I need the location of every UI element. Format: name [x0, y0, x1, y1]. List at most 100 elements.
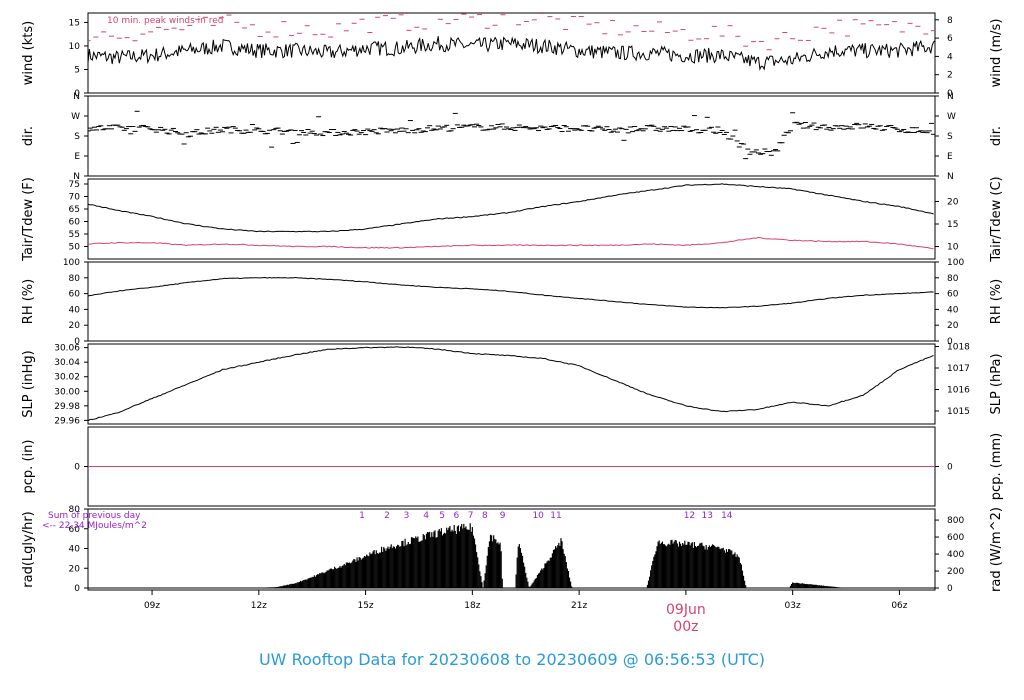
- right-tick-label: S: [947, 132, 953, 142]
- right-tick-label: 4: [947, 52, 953, 62]
- panel-frame: [87, 178, 936, 260]
- left-tick-label: 0: [74, 463, 80, 473]
- event-label: 5: [439, 511, 445, 521]
- event-label: 10: [532, 511, 544, 521]
- left-tick-label: 0: [74, 337, 80, 347]
- left-tick-label: E: [74, 152, 80, 162]
- x-tick-label: 15z: [357, 601, 373, 611]
- panel-3: 50 55 60 65 70 75 10 15 20 Tair/Tdew (F) Tair/Tdew…: [21, 176, 1004, 262]
- panel-1: 0 5 10 15 0 2 4 6 8 wind (kts) wind (m/s) 10 min. p…: [21, 12, 1004, 99]
- event-label: 2: [384, 511, 390, 521]
- event-label: 8: [482, 511, 488, 521]
- right-tick-label: 6: [947, 34, 953, 44]
- wind-annotation: 10 min. peak winds in red: [107, 16, 224, 26]
- left-tick-label: 5: [74, 65, 80, 75]
- right-tick-label: 0: [947, 89, 953, 99]
- right-tick-label: 2: [947, 71, 953, 81]
- left-tick-label: 29.96: [54, 416, 80, 426]
- left-tick-label: 40: [69, 305, 81, 315]
- right-tick-label: 1016: [947, 385, 970, 395]
- right-tick-label: N: [947, 172, 954, 182]
- panel-plot-area: [88, 523, 935, 589]
- left-tick-label: 70: [69, 193, 81, 203]
- right-tick-label: 0: [947, 463, 953, 473]
- y-axis-label-right: pcp. (mm): [989, 433, 1004, 500]
- y-axis-label-right: Tair/Tdew (C): [989, 176, 1004, 262]
- left-tick-label: W: [71, 112, 80, 122]
- panel-plot-area: [88, 183, 934, 250]
- radiation-note-1: Sum of previous day: [48, 511, 141, 521]
- event-label: 9: [500, 511, 506, 521]
- right-tick-label: 1015: [947, 407, 970, 417]
- panel-plot-area: [88, 276, 934, 309]
- event-label: 13: [702, 511, 713, 521]
- right-tick-label: E: [947, 152, 953, 162]
- left-tick-label: 65: [69, 205, 80, 215]
- left-tick-label: 80: [69, 505, 81, 515]
- y-axis-label: RH (%): [21, 279, 36, 324]
- right-tick-label: 800: [947, 516, 964, 526]
- radiation-note-2: <-- 22.34 MJoules/m^2: [42, 521, 147, 531]
- x-tick-label: 12z: [251, 601, 267, 611]
- y-axis-label: Tair/Tdew (F): [21, 177, 36, 262]
- left-tick-label: 100: [63, 258, 80, 268]
- series-1: [88, 276, 934, 309]
- day-marker-date: 09Jun: [666, 602, 706, 618]
- event-label: 1: [359, 511, 365, 521]
- right-tick-label: 200: [947, 567, 964, 577]
- left-tick-label: 10: [69, 42, 81, 52]
- y-axis-label: rad(Lgly/hr): [21, 511, 36, 587]
- event-label: 12: [684, 511, 695, 521]
- left-tick-label: 30.02: [54, 373, 80, 383]
- right-tick-label: 80: [947, 274, 959, 284]
- event-label: 6: [453, 511, 459, 521]
- left-tick-label: 0: [74, 584, 80, 594]
- left-tick-label: 29.98: [54, 402, 80, 412]
- event-label: 4: [423, 511, 429, 521]
- right-tick-label: 8: [947, 16, 953, 26]
- event-label: 14: [721, 511, 733, 521]
- day-marker-hour: 00z: [673, 619, 698, 635]
- right-tick-label: 100: [947, 258, 964, 268]
- right-tick-label: 20: [947, 198, 959, 208]
- left-tick-label: 20: [69, 564, 81, 574]
- right-tick-label: 0: [947, 337, 953, 347]
- panel-5: 29.96 29.98 30.00 30.02 30.04 30.06 1015 1016 10…: [21, 343, 1004, 427]
- left-tick-label: 20: [69, 321, 81, 331]
- left-tick-label: 60: [69, 290, 81, 300]
- panel-frame: [87, 12, 936, 94]
- right-tick-label: 400: [947, 550, 964, 560]
- x-tick-label: 06z: [891, 601, 907, 611]
- right-tick-label: 1018: [947, 343, 970, 353]
- chart-title: UW Rooftop Data for 20230608 to 20230609…: [259, 650, 765, 669]
- right-tick-label: 600: [947, 533, 964, 543]
- series-1: [88, 36, 935, 71]
- panel-6: 0 0 pcp. (in) pcp. (mm): [21, 426, 1004, 507]
- left-tick-label: 30.00: [54, 387, 80, 397]
- y-axis-label: pcp. (in): [21, 440, 36, 494]
- right-tick-label: 60: [947, 290, 959, 300]
- y-axis-label-right: SLP (hPa): [989, 353, 1004, 414]
- left-tick-label: 50: [69, 243, 81, 253]
- left-tick-label: N: [73, 172, 80, 182]
- right-tick-label: N: [947, 92, 954, 102]
- x-tick-label: 09z: [144, 601, 160, 611]
- panel-4: 0 20 40 60 80 100 0 20 40 60 80 100 RH (%) RH (%): [21, 258, 1004, 347]
- panel-frame: [87, 95, 936, 177]
- series-1: [88, 346, 934, 422]
- panel-frame: [87, 261, 936, 342]
- left-tick-label: 15: [69, 18, 80, 28]
- left-tick-label: N: [73, 92, 80, 102]
- y-axis-label: dir.: [21, 126, 36, 146]
- left-tick-label: 0: [74, 89, 80, 99]
- right-tick-label: W: [947, 112, 956, 122]
- left-tick-label: 75: [69, 180, 80, 190]
- right-tick-label: 10: [947, 243, 959, 253]
- left-tick-label: 30.04: [54, 358, 80, 368]
- event-label: 3: [404, 511, 410, 521]
- right-tick-label: 1017: [947, 364, 970, 374]
